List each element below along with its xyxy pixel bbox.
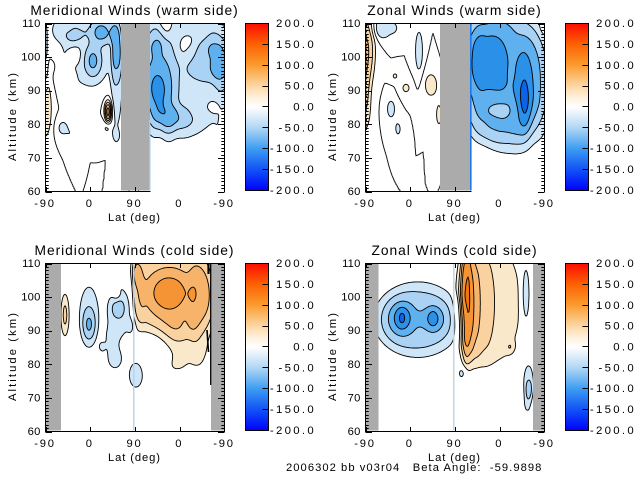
svg-text:0.0: 0.0	[293, 102, 316, 114]
svg-text:Meridional Winds (warm side): Meridional Winds (warm side)	[30, 3, 238, 18]
svg-text:Lat (deg): Lat (deg)	[108, 212, 161, 224]
svg-text:90: 90	[446, 198, 462, 210]
svg-text:-90: -90	[213, 198, 235, 210]
svg-text:90: 90	[348, 85, 361, 97]
svg-text:Altitude (km): Altitude (km)	[327, 311, 339, 401]
svg-text:Zonal Winds (warm side): Zonal Winds (warm side)	[367, 3, 541, 18]
svg-text:110: 110	[22, 18, 40, 30]
svg-text:90: 90	[446, 438, 462, 450]
svg-text:70: 70	[348, 152, 361, 164]
svg-text:2006302 bb v03r04 Beta Angle: 2006302 bb v03r04 Beta Angle: -59.9898	[286, 462, 542, 474]
svg-text:-200.0: -200.0	[270, 185, 316, 197]
svg-text:100.0: 100.0	[276, 60, 316, 72]
svg-text:200.0: 200.0	[596, 18, 636, 30]
svg-text:70: 70	[28, 392, 41, 404]
svg-text:0: 0	[406, 198, 414, 210]
svg-text:-150.0: -150.0	[270, 164, 316, 176]
svg-text:-100.0: -100.0	[590, 383, 636, 395]
svg-text:50.0: 50.0	[605, 321, 636, 333]
svg-text:0.0: 0.0	[293, 342, 316, 354]
svg-text:90: 90	[126, 438, 142, 450]
svg-text:-90: -90	[34, 198, 56, 210]
svg-text:-200.0: -200.0	[270, 425, 316, 437]
svg-text:110: 110	[342, 258, 360, 270]
svg-text:200.0: 200.0	[276, 18, 316, 30]
svg-text:150.0: 150.0	[596, 279, 636, 291]
svg-text:200.0: 200.0	[596, 258, 636, 270]
svg-text:0: 0	[86, 198, 94, 210]
svg-text:60: 60	[348, 426, 361, 438]
svg-text:Lat (deg): Lat (deg)	[428, 452, 481, 464]
svg-text:Lat (deg): Lat (deg)	[108, 452, 161, 464]
svg-text:-200.0: -200.0	[590, 425, 636, 437]
svg-text:100: 100	[21, 52, 40, 64]
svg-text:Altitude (km): Altitude (km)	[327, 71, 339, 161]
svg-text:-50.0: -50.0	[599, 122, 636, 134]
svg-text:0.0: 0.0	[613, 102, 636, 114]
svg-text:Altitude (km): Altitude (km)	[7, 311, 19, 401]
svg-text:50.0: 50.0	[285, 321, 316, 333]
svg-text:80: 80	[348, 359, 361, 371]
svg-text:100.0: 100.0	[596, 60, 636, 72]
svg-text:0: 0	[175, 198, 183, 210]
svg-text:-150.0: -150.0	[590, 404, 636, 416]
svg-text:Meridional Winds (cold side): Meridional Winds (cold side)	[35, 243, 235, 258]
svg-text:80: 80	[348, 119, 361, 131]
svg-text:50.0: 50.0	[605, 81, 636, 93]
svg-text:70: 70	[28, 152, 41, 164]
svg-text:-90: -90	[533, 438, 555, 450]
svg-text:0: 0	[495, 438, 503, 450]
svg-text:-100.0: -100.0	[270, 383, 316, 395]
svg-text:-100.0: -100.0	[270, 143, 316, 155]
svg-text:60: 60	[28, 186, 41, 198]
svg-text:-50.0: -50.0	[279, 122, 316, 134]
svg-text:0: 0	[86, 438, 94, 450]
svg-text:-100.0: -100.0	[590, 143, 636, 155]
svg-text:80: 80	[28, 119, 41, 131]
svg-text:-200.0: -200.0	[590, 185, 636, 197]
svg-text:Altitude (km): Altitude (km)	[7, 71, 19, 161]
svg-text:0: 0	[406, 438, 414, 450]
svg-text:-150.0: -150.0	[270, 404, 316, 416]
svg-text:-50.0: -50.0	[599, 362, 636, 374]
svg-text:80: 80	[28, 359, 41, 371]
svg-text:-90: -90	[34, 438, 56, 450]
svg-text:100.0: 100.0	[276, 300, 316, 312]
svg-text:150.0: 150.0	[596, 39, 636, 51]
svg-text:100: 100	[341, 292, 360, 304]
svg-text:100: 100	[21, 292, 40, 304]
svg-text:-90: -90	[533, 198, 555, 210]
svg-text:-90: -90	[213, 438, 235, 450]
svg-text:60: 60	[348, 186, 361, 198]
svg-text:-150.0: -150.0	[590, 164, 636, 176]
svg-text:200.0: 200.0	[276, 258, 316, 270]
svg-text:100: 100	[341, 52, 360, 64]
svg-text:90: 90	[28, 325, 41, 337]
svg-text:-50.0: -50.0	[279, 362, 316, 374]
svg-text:Lat (deg): Lat (deg)	[428, 212, 481, 224]
svg-text:90: 90	[348, 325, 361, 337]
svg-text:110: 110	[342, 18, 360, 30]
svg-text:-90: -90	[354, 438, 376, 450]
svg-text:70: 70	[348, 392, 361, 404]
svg-text:100.0: 100.0	[596, 300, 636, 312]
svg-text:150.0: 150.0	[276, 279, 316, 291]
svg-text:0: 0	[495, 198, 503, 210]
svg-text:0: 0	[175, 438, 183, 450]
svg-text:50.0: 50.0	[285, 81, 316, 93]
svg-text:0.0: 0.0	[613, 342, 636, 354]
svg-text:90: 90	[126, 198, 142, 210]
svg-text:90: 90	[28, 85, 41, 97]
svg-text:-90: -90	[354, 198, 376, 210]
svg-text:110: 110	[22, 258, 40, 270]
svg-text:Zonal Winds (cold side): Zonal Winds (cold side)	[371, 243, 537, 258]
svg-text:60: 60	[28, 426, 41, 438]
svg-text:150.0: 150.0	[276, 39, 316, 51]
